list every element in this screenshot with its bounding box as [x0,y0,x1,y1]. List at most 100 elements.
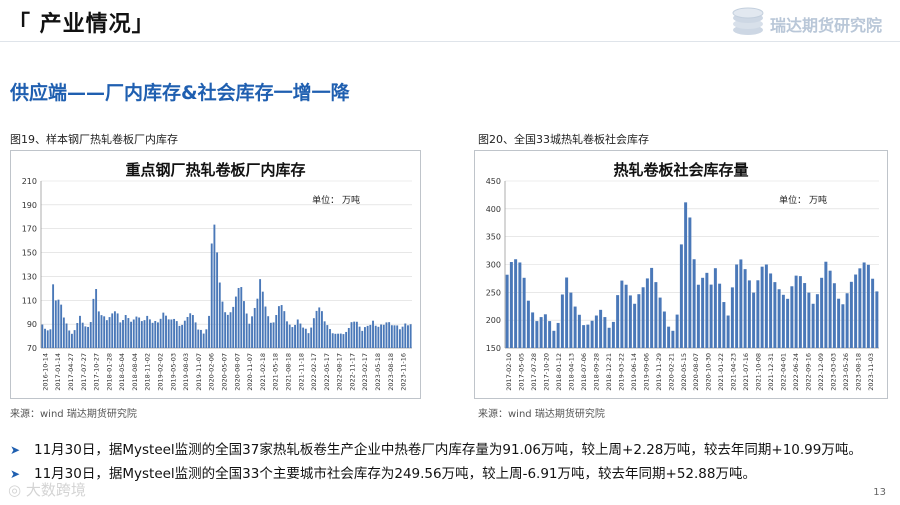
header-divider [0,41,900,42]
bar [396,325,399,348]
bar [739,259,743,348]
arrow-bullet-icon: ➤ [10,443,21,457]
x-tick-label: 2023-05-18 [374,353,382,391]
x-tick-label: 2020-08-07 [692,353,700,391]
bar [197,329,200,348]
bar [548,321,552,348]
bar [773,282,777,348]
bar [573,306,577,348]
bar [803,283,807,348]
x-tick-label: 2018-11-02 [144,353,152,391]
bar [760,266,764,348]
bar [607,327,611,348]
bar [70,333,73,348]
y-tick-label: 90 [27,320,37,329]
bar [837,298,841,348]
bar [599,309,603,348]
bar [342,334,345,348]
y-tick-label: 190 [22,201,37,210]
bar [60,304,63,348]
bar [229,312,232,348]
x-tick-label: 2019-02-02 [157,353,165,391]
bar [337,333,340,348]
bullet-list: ➤ 11月30日，据Mysteel监测的全国37家热轧板卷生产企业中热卷厂内库存量… [10,438,895,486]
bar [312,318,315,348]
x-tick-label: 2017-02-10 [505,353,513,391]
bar [594,315,598,348]
bar [326,325,329,348]
bar [108,317,111,348]
bar [713,268,717,348]
bar [307,333,310,348]
figure-20-caption: 图20、全国33城热轧卷板社会库存 [478,133,649,146]
x-tick-label: 2023-03-03 [829,353,837,391]
bar [183,320,186,348]
bar [299,323,302,348]
bar [858,268,862,348]
x-tick-label: 2021-12-31 [767,353,775,391]
x-tick-label: 2023-11-03 [867,353,875,391]
bar [294,324,296,348]
watermark-text: 大数跨境 [25,481,86,499]
bar [54,300,57,348]
y-tick-label: 200 [486,316,501,325]
bar [369,324,372,348]
x-tick-label: 2018-01-28 [105,353,113,391]
x-tick-label: 2019-11-07 [195,353,203,391]
bar [46,330,49,348]
x-tick-label: 2021-11-18 [297,353,305,391]
x-tick-label: 2021-01-22 [717,353,725,391]
bar [79,315,81,348]
bar [845,293,849,348]
bar [264,306,267,348]
bar [841,304,845,348]
bar [786,298,790,348]
bar [650,267,654,348]
bar [65,323,68,348]
x-tick-label: 2016-10-14 [41,353,49,391]
bar [828,270,832,348]
bar [409,324,412,348]
bar [628,295,632,348]
bar [552,330,556,348]
bar [291,327,294,348]
bar [509,262,513,348]
bar [119,322,122,348]
bar [296,319,299,348]
x-tick-label: 2019-05-03 [169,353,177,391]
bullet-item: ➤ 11月30日，据Mysteel监测的全国37家热轧板卷生产企业中热卷厂内库存量… [10,438,895,462]
bar-series [41,224,412,348]
bar [267,316,270,348]
bar [611,321,615,348]
bar [514,259,518,348]
x-tick-label: 2018-08-04 [131,353,139,391]
bar [208,315,210,348]
bar [565,277,569,348]
bar [138,317,141,348]
bar [539,317,543,348]
bar [116,313,119,348]
bar [353,321,356,348]
bar [526,300,530,348]
bar [275,315,278,348]
bar [178,325,181,348]
bar [862,262,866,348]
chart-social-inventory: 热轧卷板社会库存量 单位： 万吨 150 200 250 300 350 400 450 2017… [474,150,888,399]
bar [380,324,383,348]
bar [62,317,65,348]
y-tick-label: 110 [22,296,37,305]
bar [518,262,522,348]
x-tick-label: 2018-01-12 [555,353,563,391]
bar [122,320,124,348]
bar [705,272,709,348]
bar [756,280,760,348]
bar [154,320,157,348]
bar [251,316,253,348]
bar [157,322,159,348]
bar [68,330,71,348]
x-tick-label: 2021-02-18 [259,353,267,391]
bar [57,299,60,348]
y-tick-label: 70 [27,344,37,353]
bar [132,319,135,348]
bar [200,329,202,348]
